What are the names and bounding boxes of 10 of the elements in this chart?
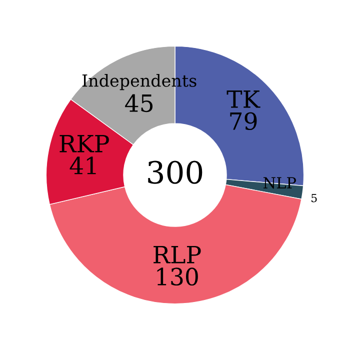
text: 300 [148, 160, 202, 184]
slice-label: RKP [60, 134, 109, 152]
data-label: 41 [70, 156, 96, 174]
data-label: 5 [312, 194, 317, 202]
data-label: 45 [125, 94, 153, 112]
data-label: 79 [230, 112, 257, 130]
slice-label: TK [226, 90, 260, 108]
slice-label: RLP [154, 246, 201, 264]
data-label: 130 [157, 268, 198, 286]
slice-label: Independents [82, 74, 196, 90]
